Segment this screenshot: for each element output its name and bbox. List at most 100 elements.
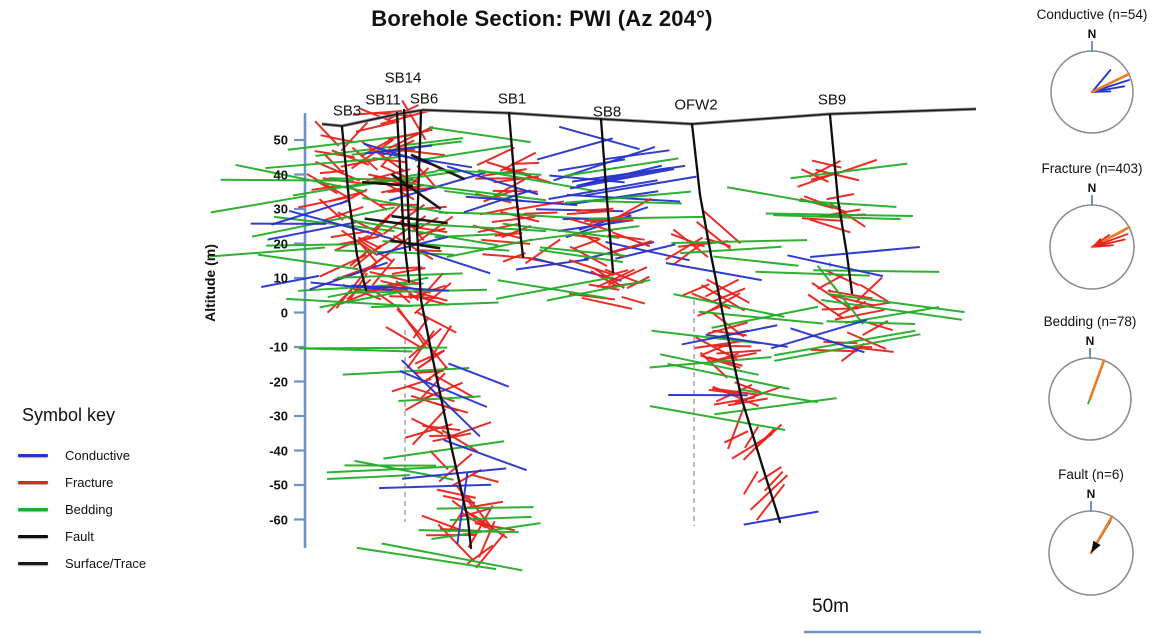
bedding-mark [659,353,759,376]
fracture-mark [706,278,750,304]
symbol-key-item: Fracture [14,469,204,496]
conductive-mark [267,221,356,241]
borehole-label-sb6: SB6 [409,90,439,108]
fracture-mark [314,120,340,147]
fracture-mark [755,483,786,521]
fracture-mark [611,231,651,248]
bedding-mark [711,305,819,329]
bedding-mark [529,225,640,242]
fracture-mark [743,470,759,495]
fracture-mark [476,146,515,167]
fracture-mark [359,107,395,124]
fracture-mark [801,217,844,222]
fracture-mark [412,290,448,302]
bedding-mark [257,253,359,271]
rose-north-label: N [1087,181,1097,195]
conductive-mark [790,327,865,354]
bedding-mark [210,195,307,214]
bedding-mark [773,214,901,221]
bedding-mark [673,293,785,318]
borehole-trace-sb3 [340,125,368,292]
fracture-mark [474,522,515,532]
fracture-mark [388,125,434,150]
fracture-mark [404,423,453,439]
bedding-mark [446,238,533,258]
bedding-mark [335,249,454,256]
conductive-swatch [18,454,48,457]
borehole-label-sb9: SB9 [817,91,847,109]
bedding-mark [502,222,620,239]
borehole-label-sb8: SB8 [592,103,622,121]
borehole-label-sb1: SB1 [497,90,527,108]
bedding-mark [436,506,534,510]
bedding-mark [370,301,499,309]
bedding-mark [651,329,760,345]
fracture-mark [581,296,633,310]
borehole-trace-sb1 [507,111,525,259]
bedding-mark [383,440,505,460]
fracture-mark [340,121,369,152]
fracture-swatch [18,481,48,484]
fracture-mark [320,134,354,144]
bedding-mark [431,522,541,541]
fracture-mark [493,175,540,184]
rose-north-label: N [1085,334,1095,348]
fracture-mark [406,330,435,369]
y-axis-tick-label: -40 [269,443,288,458]
surface-trace-swatch [18,562,48,565]
borehole-label-sb14: SB14 [384,69,422,87]
fault-swatch [18,535,48,538]
bedding-mark [235,163,367,193]
fracture-mark [807,293,844,319]
symbol-key-item-label: Bedding [65,502,113,517]
bedding-mark [428,126,531,144]
rose-north-label: N [1086,487,1096,501]
borehole-trace-sb6 [415,110,473,550]
rose-mean-arrow [1092,237,1105,247]
bedding-mark [583,199,682,205]
fracture-mark [470,473,499,483]
fracture-mark [714,344,752,348]
fracture-mark [315,160,361,182]
borehole-label-sb11: SB11 [365,91,401,109]
fracture-mark [421,336,447,368]
fracture-mark [465,495,492,528]
conductive-mark [402,467,507,480]
conductive-mark [515,258,589,271]
borehole-label-sb3: SB3 [332,102,362,120]
fault-mark [390,239,441,250]
bedding-mark [671,239,808,244]
fracture-mark [421,381,463,401]
bedding-mark [667,362,790,390]
rose-petal [1091,69,1112,93]
fracture-mark [811,282,853,311]
conductive-mark [787,254,884,278]
fracture-mark [712,385,759,407]
rose-title: Bedding (n=78) [1043,314,1137,329]
conductive-mark [558,125,640,151]
fracture-mark [727,406,746,450]
fault-mark [364,217,420,228]
symbol-key-item-label: Fracture [65,475,114,490]
bedding-mark [773,329,916,357]
fracture-mark [590,270,616,286]
fracture-mark [810,173,835,181]
conductive-mark [603,149,670,161]
bedding-mark [362,196,449,215]
bedding-mark [348,170,462,188]
bedding-mark [319,290,403,309]
conductive-mark [463,189,532,214]
fracture-mark [357,236,382,250]
bedding-mark [356,546,497,571]
bedding-mark [300,346,448,350]
bedding-mark [649,356,772,369]
fracture-mark [371,258,396,287]
y-axis-tick-label: 30 [273,201,288,217]
symbol-key-items: Conductive Fracture Bedding Fault Surface/Tr… [14,442,204,577]
fracture-mark [566,209,614,216]
y-axis-tick-label: 0 [280,305,288,320]
bedding-mark [564,157,679,177]
bedding-mark [326,465,459,474]
fracture-mark [665,236,704,261]
fracture-mark [716,349,762,355]
